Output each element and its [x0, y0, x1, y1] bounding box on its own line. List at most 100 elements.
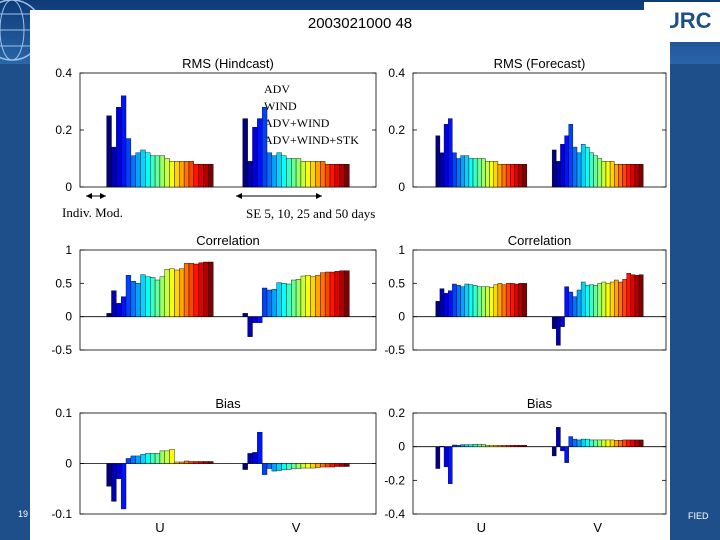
- bar: [247, 316, 253, 337]
- x-tick-label: V: [593, 520, 602, 535]
- y-tick-label: 0.1: [55, 406, 72, 420]
- bar: [601, 281, 607, 317]
- bar: [116, 106, 122, 188]
- bar: [334, 463, 340, 467]
- bar: [481, 444, 486, 447]
- bar: [329, 271, 336, 317]
- bar: [276, 152, 282, 188]
- bar: [344, 163, 350, 188]
- bar: [460, 286, 465, 317]
- bar: [551, 149, 557, 188]
- annotation-indiv: Indiv. Mod.: [62, 193, 123, 220]
- bar: [169, 268, 175, 317]
- bar: [130, 281, 136, 317]
- bar: [576, 152, 582, 188]
- bar: [435, 135, 441, 188]
- bar: [135, 455, 141, 464]
- bar: [630, 439, 636, 447]
- bar: [618, 440, 623, 447]
- bar: [130, 455, 136, 464]
- bar: [601, 161, 607, 188]
- bar: [626, 273, 632, 317]
- bar: [622, 163, 627, 188]
- bar: [556, 316, 561, 346]
- bar: [135, 283, 141, 317]
- plot-bias_hindcast: Bias -0.1 0 0.1 U V: [51, 396, 377, 535]
- bar: [179, 461, 185, 464]
- plot-title: RMS (Forecast): [494, 56, 586, 71]
- bar: [518, 445, 523, 447]
- plot-rms_forecast: RMS (Forecast) 0 0.2 0.4: [388, 56, 667, 194]
- bar: [634, 439, 640, 447]
- bar: [125, 275, 132, 317]
- bar: [193, 461, 199, 464]
- bar: [208, 461, 214, 464]
- bar: [580, 438, 586, 447]
- x-tick-label: V: [292, 520, 301, 535]
- y-tick-label: 0.2: [388, 123, 405, 137]
- plot-title: Bias: [215, 396, 241, 411]
- bar: [556, 161, 561, 188]
- bar: [464, 155, 470, 188]
- plot-title: Bias: [527, 396, 553, 411]
- bar: [560, 144, 565, 188]
- bar: [443, 293, 449, 317]
- legend-item: ADV+WIND: [264, 116, 330, 130]
- bar: [564, 135, 569, 188]
- bar: [242, 313, 248, 317]
- bar: [261, 463, 268, 475]
- plot-bias_forecast: Bias -0.4 -0.2 0 0.2 U V: [384, 396, 667, 535]
- bar: [585, 146, 590, 188]
- plot-rms_hindcast: RMS (Hindcast) 0 0.2 0.4: [55, 56, 377, 194]
- bar: [468, 158, 474, 188]
- y-tick-label: 0: [65, 457, 72, 471]
- bar: [580, 281, 586, 317]
- bar: [159, 155, 165, 188]
- bar: [597, 439, 603, 447]
- bar: [276, 282, 282, 317]
- y-tick-label: 1: [398, 243, 405, 257]
- bar: [198, 163, 204, 188]
- bar: [174, 269, 180, 317]
- bar: [329, 463, 336, 468]
- bar: [125, 138, 132, 188]
- bar: [286, 158, 292, 188]
- bar: [580, 144, 586, 188]
- bar: [300, 161, 306, 188]
- bar: [174, 461, 180, 464]
- bar: [188, 461, 195, 464]
- y-tick-label: 1: [65, 243, 72, 257]
- bar: [247, 453, 253, 464]
- bar: [568, 436, 574, 447]
- bar: [551, 316, 557, 329]
- bar: [140, 274, 146, 317]
- y-tick-label: -0.5: [384, 343, 405, 357]
- bar: [593, 155, 598, 188]
- bar: [145, 453, 151, 464]
- bar: [247, 161, 253, 188]
- bar: [150, 155, 156, 188]
- bar: [468, 444, 474, 447]
- x-tick-label: U: [477, 520, 486, 535]
- legend-item: ADV: [264, 82, 290, 96]
- bar: [609, 161, 615, 188]
- bar: [257, 431, 263, 464]
- legend-item: ADV+WIND+STK: [264, 133, 359, 147]
- plot-title: RMS (Hindcast): [182, 56, 274, 71]
- bar: [634, 275, 640, 317]
- bar: [576, 439, 582, 447]
- bar: [281, 155, 287, 188]
- bar: [111, 146, 117, 188]
- y-tick-label: 0.5: [55, 276, 72, 290]
- bar: [460, 155, 465, 188]
- bar: [522, 283, 528, 317]
- bar: [252, 452, 258, 464]
- bar: [310, 463, 316, 469]
- figure-panel: 2003021000 48 ADV WIND ADV+WIND ADV+WIND…: [30, 10, 670, 540]
- bar: [630, 163, 636, 188]
- bar: [476, 444, 482, 447]
- bar: [154, 453, 161, 464]
- bar: [505, 283, 511, 317]
- bar: [183, 263, 190, 317]
- bar: [329, 163, 336, 188]
